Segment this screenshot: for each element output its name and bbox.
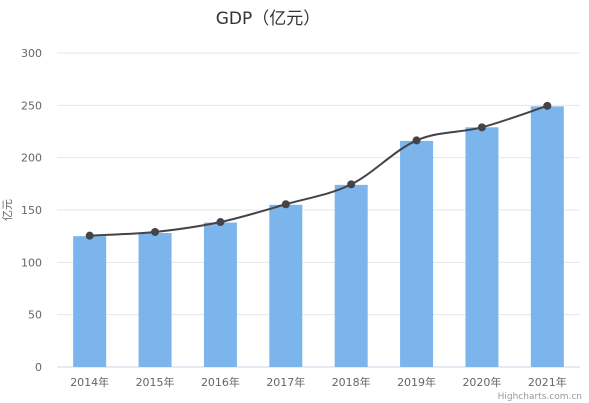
x-tick-label: 2015年 (136, 375, 175, 389)
x-tick-label: 2018年 (332, 375, 371, 389)
line-point[interactable] (412, 136, 421, 145)
x-tick-label: 2017年 (266, 375, 305, 389)
bar-series (73, 106, 564, 368)
y-tick-label: 150 (21, 204, 42, 217)
x-axis-ticks: 2014年 2015年 2016年 2017年 2018年 2019年 2020年 2021年 (70, 375, 567, 389)
chart-title: GDP（亿元） (216, 9, 321, 29)
x-tick-label: 2016年 (201, 375, 240, 389)
bar[interactable] (400, 140, 434, 367)
bar[interactable] (530, 106, 564, 367)
line-point[interactable] (543, 101, 552, 110)
grid-lines (57, 52, 580, 368)
line-point[interactable] (85, 231, 94, 240)
y-axis-label: 亿元 (1, 199, 14, 221)
bar[interactable] (465, 127, 499, 368)
y-tick-label: 250 (21, 99, 42, 112)
bar[interactable] (73, 236, 107, 367)
line-point[interactable] (216, 218, 225, 227)
bar[interactable] (203, 222, 237, 367)
credit-link[interactable]: Highcharts.com.cn (498, 392, 582, 402)
y-axis-ticks: 0 50 100 150 200 250 300 (21, 47, 42, 374)
y-tick-label: 0 (35, 361, 42, 374)
line-point[interactable] (151, 227, 160, 236)
x-tick-label: 2014年 (70, 375, 109, 389)
x-tick-label: 2019年 (397, 375, 436, 389)
bar[interactable] (138, 233, 172, 367)
bar[interactable] (334, 184, 368, 367)
y-tick-label: 100 (21, 256, 42, 269)
bar[interactable] (269, 204, 303, 367)
line-point[interactable] (347, 180, 356, 189)
series-line (89, 104, 548, 237)
x-tick-label: 2020年 (462, 375, 501, 389)
y-tick-label: 200 (21, 152, 42, 165)
line-point[interactable] (281, 200, 290, 209)
y-tick-label: 50 (28, 309, 42, 322)
y-tick-label: 300 (21, 47, 42, 60)
line-point[interactable] (477, 123, 486, 132)
line-series (85, 101, 552, 240)
x-tick-label: 2021年 (528, 375, 567, 389)
